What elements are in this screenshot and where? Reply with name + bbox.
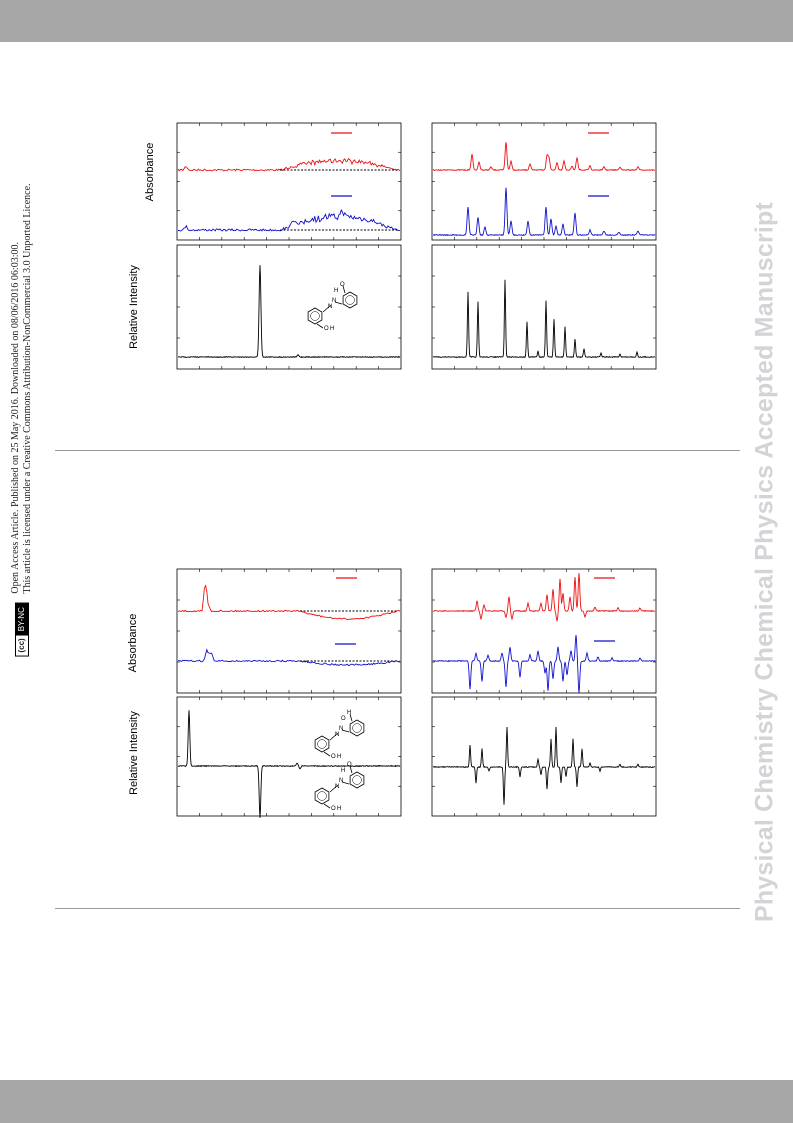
fig2-molecule-top-ring-b	[314, 735, 330, 753]
fig1-molecule-atom-h2: H	[330, 326, 334, 332]
fig2-molecule-top-atom-n1: N	[339, 726, 343, 732]
fig1-molecule-ring-b	[307, 307, 323, 325]
fig1-abs-left-frame	[176, 122, 402, 241]
fig1-left-intensity-trace	[178, 265, 401, 359]
fig1-molecule-atom-o1: O	[340, 282, 345, 288]
fig2-molecule-bottom-bond-2	[329, 784, 339, 793]
fig1-blue-trace	[178, 208, 401, 232]
fig2-molecule-bottom-atom-n2: N	[335, 784, 339, 790]
fig2-molecule-bottom-ring-b	[314, 787, 330, 805]
fig2-molecule-bottom-bond-1	[341, 781, 350, 785]
fig1-abs-right-frame	[431, 122, 657, 241]
separator-rule-2	[55, 908, 740, 909]
fig2-molecule-bottom-bond-3	[349, 765, 353, 774]
fig2-molecule-bottom-atom-h2: H	[337, 806, 341, 812]
fig2-molecule-top-atom-o2: O	[331, 754, 336, 760]
fig2-abs-right-frame	[431, 568, 657, 694]
fig1-molecule-bond-4	[316, 323, 324, 329]
fig1-molecule-atom-n1: N	[332, 298, 336, 304]
top-header-band	[0, 0, 793, 42]
fig1-molecule-ring-a	[342, 291, 358, 309]
fig2-red-trace	[177, 584, 401, 621]
fig2-molecule-top-ring-a-ring	[352, 723, 362, 733]
fig2-molecule-top-bond-4	[323, 751, 331, 757]
fig2-right-red-trace	[432, 573, 656, 623]
fig2-left-intensity-trace	[177, 710, 401, 818]
fig1-molecule-bond-2	[322, 304, 332, 313]
fig2-molecule-top-bond-3	[349, 713, 353, 722]
fig2-molecule-top-atom-h1: O	[341, 716, 346, 722]
fig2-molecule-bottom-atom-o1: O	[347, 762, 352, 768]
fig1-int-right-frame	[431, 244, 657, 370]
fig1-molecule-atom-h1: H	[334, 288, 338, 294]
fig2-molecule-bottom-ring-a-ring	[352, 775, 362, 785]
fig2-int-right-frame	[431, 696, 657, 817]
fig1-molecule-bond-3	[342, 285, 346, 294]
fig2-molecule-bottom-bond-4	[323, 803, 331, 809]
fig2-molecule-top-atom-o1: H	[347, 710, 351, 716]
fig2-molecule-top-atom-h2: H	[337, 754, 341, 760]
fig2-int-left-frame	[176, 696, 402, 817]
fig1-molecule-ring-a-ring	[345, 295, 355, 305]
fig2-molecule-bottom-ring-a	[349, 771, 365, 789]
fig2-molecule-bottom-atom-n1: N	[339, 778, 343, 784]
fig1-right-blue-trace	[432, 187, 656, 237]
fig1-molecule-ring-b-ring	[310, 311, 320, 321]
fig1-right-red-trace	[432, 142, 655, 172]
fig2-molecule-bottom-atom-h1: H	[341, 768, 345, 774]
fig2-molecule-top-ring-b-ring	[317, 739, 327, 749]
fig2-molecule-bottom-atom-o2: O	[331, 806, 336, 812]
fig1-molecule-bond-1	[334, 301, 343, 305]
fig2-molecule-top-ring-a	[349, 719, 365, 737]
fig1-red-trace	[177, 157, 401, 172]
fig2-molecule-top-atom-n2: N	[335, 732, 339, 738]
fig1-right-intensity-trace	[432, 279, 656, 359]
fig2-right-intensity-trace	[432, 726, 655, 805]
fig2-molecule-bottom-ring-b-ring	[317, 791, 327, 801]
fig2-abs-left-frame	[176, 568, 402, 694]
fig1-molecule-atom-n2: N	[328, 304, 332, 310]
separator-rule-1	[55, 450, 740, 451]
fig1-int-left-frame	[176, 244, 402, 370]
fig2-molecule-top-bond-1	[341, 729, 350, 733]
bottom-footer-band	[0, 1080, 793, 1123]
fig2-right-blue-trace	[432, 634, 656, 694]
fig2-blue-trace	[177, 648, 401, 667]
fig2-molecule-top-bond-2	[329, 732, 339, 741]
fig1-molecule-atom-o2: O	[324, 326, 329, 332]
